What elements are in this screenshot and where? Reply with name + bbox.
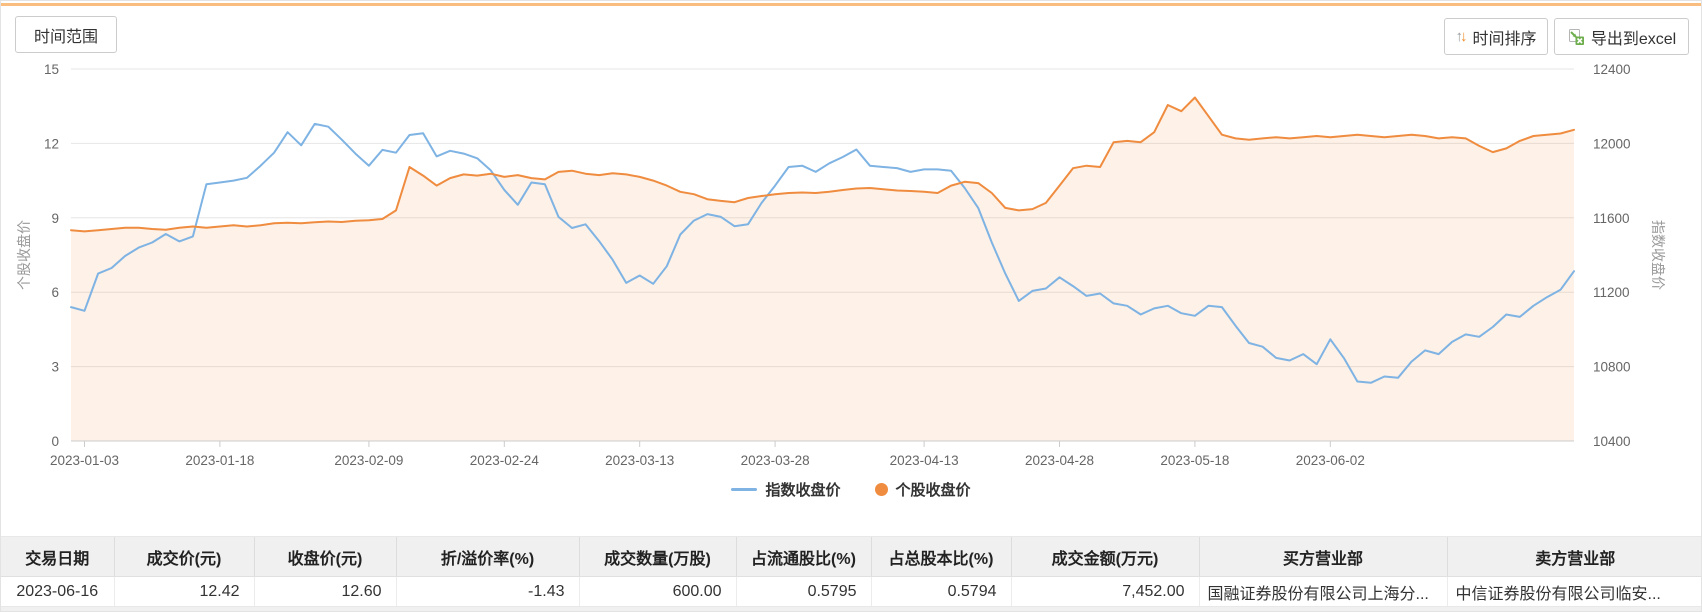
x-tick-label: 2023-04-28: [1025, 453, 1094, 468]
legend-label: 个股收盘价: [895, 482, 971, 499]
table-cell: 0.5794: [870, 576, 1011, 607]
column-header: 卖方营业部: [1446, 536, 1701, 577]
table-cell: 600.00: [578, 576, 736, 607]
x-tick-label: 2023-06-02: [1296, 453, 1365, 468]
left-axis-tick-label: 6: [51, 285, 59, 300]
x-tick-label: 2023-05-18: [1160, 453, 1229, 468]
x-tick-label: 2023-03-28: [741, 453, 810, 468]
left-axis-tick-label: 15: [44, 62, 59, 77]
right-axis-title: 指数收盘价: [1650, 220, 1666, 290]
column-header: 成交数量(万股): [578, 536, 736, 577]
index-close-line: [70, 122, 1575, 384]
export-excel-button[interactable]: 导出到excel: [1554, 18, 1689, 55]
table-body: 2023-06-16 12.42 12.60 -1.43 600.00 0.5795 0.5…: [1, 576, 1701, 607]
right-axis-tick-label: 10400: [1593, 434, 1631, 449]
table-cell: -1.43: [395, 576, 579, 607]
table-row: 2023-06-16 12.42 12.60 -1.43 600.00 0.5795 0.5…: [1, 576, 1701, 607]
time-range-button[interactable]: 时间范围: [15, 16, 117, 53]
price-chart: 2023-01-03 2023-01-18 2023-02-09 2023-02-24…: [16, 62, 1666, 468]
legend-dot-marker: [874, 483, 888, 496]
table-cell: 12.60: [253, 576, 396, 607]
left-axis-tick-label: 3: [51, 360, 59, 375]
legend-item-stock-close[interactable]: 个股收盘价: [874, 479, 971, 500]
time-range-label: 时间范围: [33, 28, 98, 46]
chart-legend: 指数收盘价 个股收盘价: [1, 479, 1701, 500]
left-axis-tick-label: 9: [51, 211, 59, 226]
left-axis-tick-label: 12: [44, 136, 59, 151]
right-axis-tick-label: 10800: [1593, 360, 1631, 375]
x-tick-label: 2023-01-03: [50, 453, 119, 468]
column-header: 收盘价(元): [253, 536, 396, 577]
table-cell: 0.5795: [735, 576, 871, 607]
legend-line-marker: [731, 488, 758, 491]
column-header: 成交金额(万元): [1010, 536, 1199, 577]
bottom-strip: [1, 607, 1701, 611]
left-axis-tick-label: 0: [51, 434, 59, 449]
x-tick-label: 2023-02-09: [334, 453, 403, 468]
left-axis-title: 个股收盘价: [16, 220, 32, 290]
sort-arrows-icon: ↑↓: [1455, 28, 1467, 45]
right-axis-tick-label: 11600: [1593, 211, 1630, 226]
table-cell: 2023-06-16: [1, 576, 114, 607]
column-header: 成交价(元): [113, 536, 254, 577]
table-header-row: 交易日期 成交价(元) 收盘价(元) 折/溢价率(%) 成交数量(万股) 占流通股比(%)…: [1, 536, 1701, 577]
stock-close-line: [70, 96, 1575, 233]
column-header: 折/溢价率(%): [395, 536, 579, 577]
legend-item-index-close[interactable]: 指数收盘价: [731, 479, 841, 500]
column-header: 占总股本比(%): [870, 536, 1011, 577]
legend-label: 指数收盘价: [765, 482, 841, 499]
x-tick-label: 2023-02-24: [470, 453, 540, 468]
table-cell: 中信证券股份有限公司临安...: [1446, 576, 1701, 607]
x-tick-label: 2023-01-18: [185, 453, 254, 468]
time-sort-button[interactable]: ↑↓ 时间排序: [1444, 18, 1548, 55]
right-axis-tick-label: 12000: [1593, 136, 1631, 151]
column-header: 交易日期: [1, 536, 114, 577]
export-excel-label: 导出到excel: [1590, 30, 1677, 48]
table-cell: 7,452.00: [1010, 576, 1199, 607]
top-accent-bar: [1, 3, 1701, 6]
stock-close-area: [71, 97, 1574, 441]
column-header: 买方营业部: [1198, 536, 1447, 577]
table-cell: 国融证券股份有限公司上海分...: [1198, 576, 1447, 607]
column-header: 占流通股比(%): [735, 536, 871, 577]
x-tick-label: 2023-03-13: [605, 453, 674, 468]
excel-icon: [1567, 28, 1585, 46]
time-sort-label: 时间排序: [1472, 30, 1537, 48]
x-tick-label: 2023-04-13: [890, 453, 959, 468]
right-axis-tick-label: 11200: [1593, 285, 1630, 300]
trades-table: 交易日期 成交价(元) 收盘价(元) 折/溢价率(%) 成交数量(万股) 占流通股比(%)…: [1, 536, 1701, 607]
table-cell: 12.42: [113, 576, 254, 607]
right-axis-tick-label: 12400: [1593, 62, 1631, 77]
